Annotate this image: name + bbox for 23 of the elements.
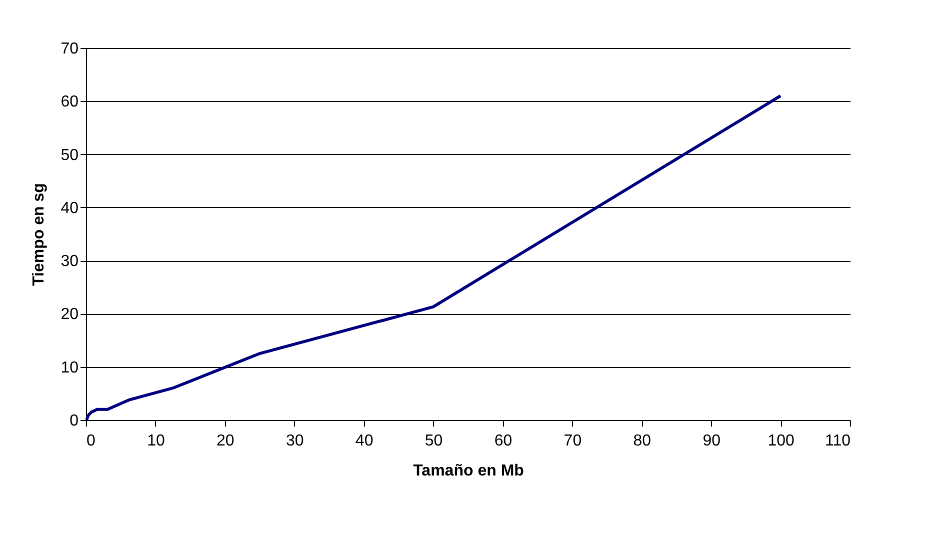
x-tick-label: 50 bbox=[424, 432, 443, 450]
x-tick-label: 30 bbox=[286, 432, 304, 450]
y-tick-label: 0 bbox=[70, 412, 79, 430]
x-axis-title: Tamaño en Mb bbox=[413, 462, 524, 480]
y-tick-label: 50 bbox=[60, 146, 79, 164]
line-series bbox=[85, 94, 782, 422]
y-tick-label: 10 bbox=[60, 359, 79, 376]
x-tick-label: 10 bbox=[147, 432, 165, 450]
x-tick-label: 0 bbox=[86, 432, 96, 450]
y-tick-label: 30 bbox=[60, 253, 79, 270]
x-tick-label: 80 bbox=[633, 432, 652, 450]
y-tick-label: 70 bbox=[60, 40, 79, 58]
y-tick-label: 40 bbox=[60, 200, 79, 217]
x-tick-label: 90 bbox=[702, 432, 721, 450]
y-tick-label: 60 bbox=[60, 94, 79, 111]
x-tick-label: 60 bbox=[494, 432, 512, 450]
x-tick-label: 70 bbox=[564, 432, 582, 450]
x-tick-label: 40 bbox=[355, 432, 374, 450]
x-tick-label: 20 bbox=[216, 432, 234, 450]
y-tick-label: 20 bbox=[60, 306, 79, 324]
x-tick-label: 110 bbox=[824, 432, 851, 450]
x-tick-label: 100 bbox=[768, 432, 794, 450]
y-axis-title: Tiempo en sg bbox=[30, 183, 48, 286]
